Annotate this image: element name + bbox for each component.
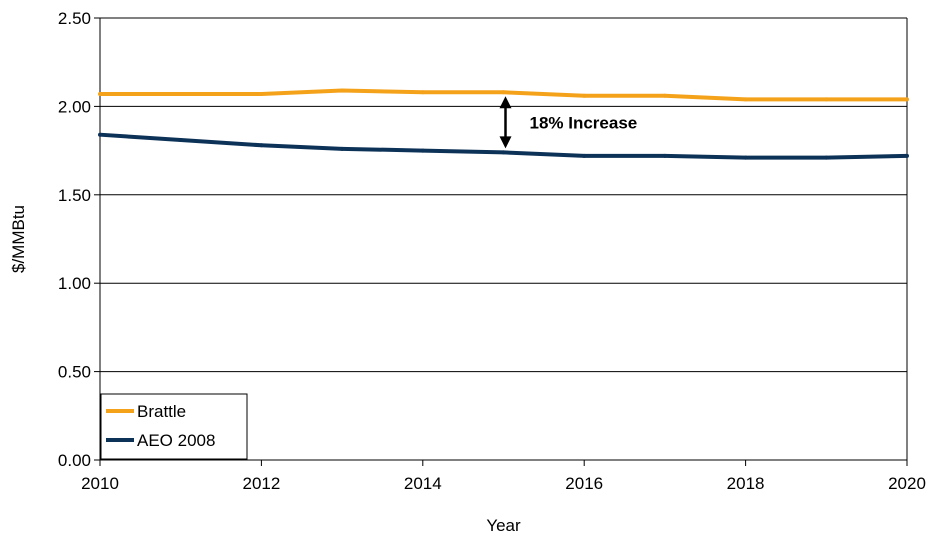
x-tick-label-5: 2020 [888, 474, 926, 493]
data-point-aeo-2008-2015 [501, 150, 506, 155]
data-point-aeo-2008-2018 [743, 155, 748, 160]
y-tick-label-5: 2.50 [58, 9, 91, 28]
y-tick-label-0: 0.00 [58, 451, 91, 470]
annotation-label: 18% Increase [530, 113, 638, 132]
data-point-brattle-2011 [178, 92, 183, 97]
data-point-brattle-2013 [340, 88, 345, 93]
x-tick-label-0: 2010 [81, 474, 119, 493]
data-point-brattle-2019 [824, 97, 829, 102]
data-point-brattle-2018 [743, 97, 748, 102]
data-point-aeo-2008-2011 [178, 137, 183, 142]
data-point-brattle-2012 [259, 92, 264, 97]
data-point-brattle-2014 [420, 90, 425, 95]
x-tick-label-4: 2018 [727, 474, 765, 493]
legend-label-aeo-2008: AEO 2008 [137, 431, 215, 450]
data-point-brattle-2016 [582, 93, 587, 98]
y-axis-title: $/MMBtu [9, 205, 28, 273]
x-tick-label-1: 2012 [242, 474, 280, 493]
legend-label-brattle: Brattle [137, 402, 186, 421]
y-tick-label-3: 1.50 [58, 186, 91, 205]
annotation-arrowhead-up [499, 96, 512, 109]
y-tick-label-1: 0.50 [58, 363, 91, 382]
x-tick-label-2: 2014 [404, 474, 442, 493]
data-point-aeo-2008-2017 [662, 153, 667, 158]
data-point-aeo-2008-2012 [259, 143, 264, 148]
data-point-brattle-2017 [662, 93, 667, 98]
data-point-aeo-2008-2014 [420, 148, 425, 153]
data-point-brattle-2020 [905, 97, 909, 102]
y-tick-label-2: 1.00 [58, 274, 91, 293]
x-tick-label-3: 2016 [565, 474, 603, 493]
data-point-aeo-2008-2020 [905, 153, 909, 158]
legend-box [100, 393, 248, 460]
data-point-brattle-2015 [501, 90, 506, 95]
x-axis-title: Year [486, 516, 521, 535]
annotation-arrowhead-down [499, 136, 512, 149]
data-point-aeo-2008-2016 [582, 153, 587, 158]
data-point-aeo-2008-2019 [824, 155, 829, 160]
data-point-aeo-2008-2013 [340, 146, 345, 151]
y-tick-label-4: 2.00 [58, 97, 91, 116]
data-point-brattle-2010 [98, 92, 102, 97]
data-point-aeo-2008-2010 [98, 132, 102, 137]
